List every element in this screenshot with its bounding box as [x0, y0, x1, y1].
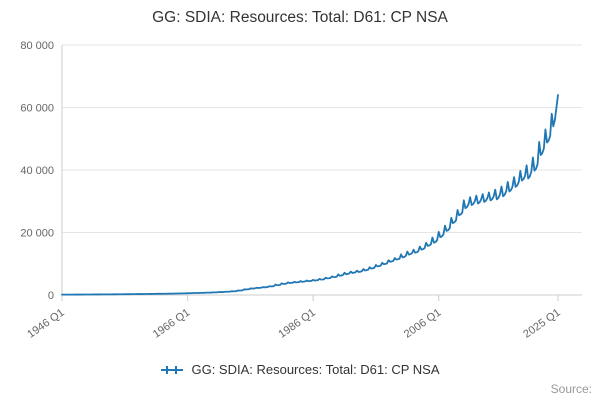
x-tick-label: 1986 Q1 — [276, 307, 317, 339]
x-tick-label: 2006 Q1 — [402, 307, 443, 339]
time-series-plot: 0 20 000 40 000 60 000 80 000 1946 Q1 1966 Q1 1… — [20, 40, 582, 339]
source-label: Source: — [550, 382, 592, 396]
y-tick-label: 0 — [48, 290, 54, 302]
data-series-line — [61, 94, 559, 296]
chart-title: GG: SDIA: Resources: Total: D61: CP NSA — [152, 9, 448, 26]
y-tick-label: 80 000 — [20, 40, 54, 52]
legend-label[interactable]: GG: SDIA: Resources: Total: D61: CP NSA — [191, 362, 440, 377]
x-tick-label: 1946 Q1 — [25, 307, 66, 339]
x-tick-label: 1966 Q1 — [151, 307, 192, 339]
x-tick-label: 2025 Q1 — [521, 307, 562, 339]
y-tick-label: 40 000 — [20, 165, 54, 177]
legend[interactable]: GG: SDIA: Resources: Total: D61: CP NSA — [0, 362, 600, 377]
y-tick-label: 20 000 — [20, 228, 54, 240]
y-tick-label: 60 000 — [20, 103, 54, 115]
legend-line-icon — [161, 365, 184, 374]
